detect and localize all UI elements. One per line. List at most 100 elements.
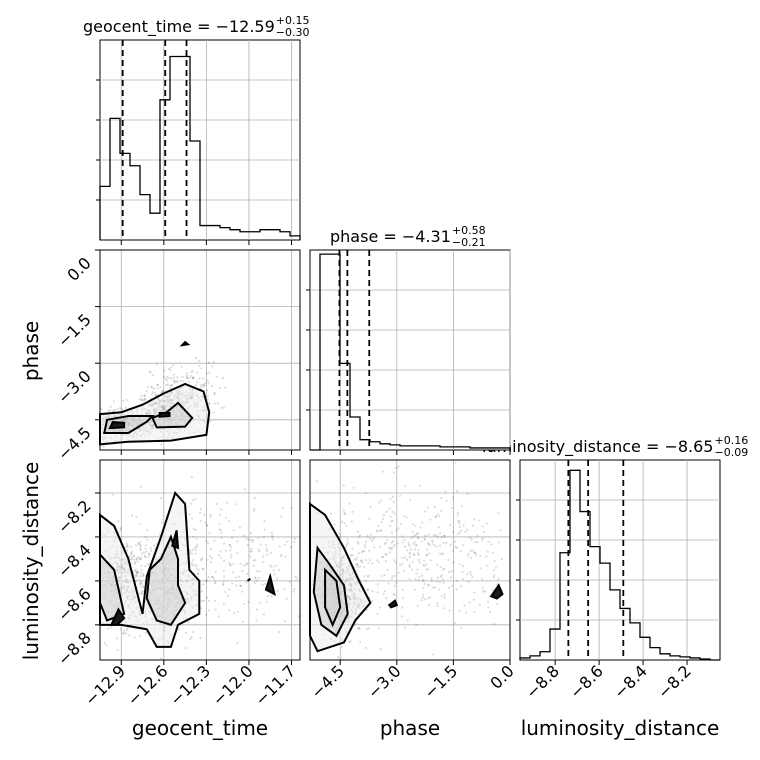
scatter-luminosity-distance-vs-phase-point	[344, 545, 348, 548]
scatter-luminosity-distance-vs-geocent-time-point	[135, 571, 139, 574]
scatter-luminosity-distance-vs-geocent-time-point	[231, 582, 234, 585]
scatter-phase-vs-geocent-time-point	[173, 376, 176, 379]
scatter-luminosity-distance-vs-phase-point	[364, 492, 367, 495]
scatter-luminosity-distance-vs-geocent-time-point	[142, 574, 145, 578]
scatter-luminosity-distance-vs-phase-point	[403, 569, 406, 572]
scatter-luminosity-distance-vs-geocent-time-point	[139, 557, 142, 561]
scatter-luminosity-distance-vs-phase-point	[455, 490, 459, 493]
scatter-luminosity-distance-vs-geocent-time-point	[257, 536, 260, 539]
scatter-luminosity-distance-vs-phase-point	[412, 523, 415, 526]
scatter-phase-vs-geocent-time-point	[169, 368, 172, 372]
scatter-luminosity-distance-vs-phase-point	[416, 552, 420, 555]
scatter-luminosity-distance-vs-phase-point	[392, 545, 395, 548]
scatter-luminosity-distance-vs-geocent-time-point	[134, 576, 137, 579]
scatter-luminosity-distance-vs-geocent-time-point	[209, 561, 213, 564]
scatter-luminosity-distance-vs-phase-point	[435, 545, 438, 548]
scatter-phase-vs-geocent-time-point	[206, 379, 209, 382]
scatter-luminosity-distance-vs-phase-point	[434, 515, 437, 519]
scatter-luminosity-distance-vs-phase-point	[449, 543, 452, 546]
scatter-luminosity-distance-vs-geocent-time-point	[196, 543, 199, 546]
scatter-phase-vs-geocent-time-point	[109, 405, 112, 408]
scatter-luminosity-distance-vs-phase-point	[393, 584, 396, 587]
scatter-luminosity-distance-vs-geocent-time-point	[274, 564, 277, 568]
scatter-luminosity-distance-vs-geocent-time-point	[232, 562, 235, 565]
scatter-luminosity-distance-vs-phase-point	[414, 524, 417, 528]
scatter-luminosity-distance-vs-phase-point	[438, 588, 441, 591]
scatter-luminosity-distance-vs-phase-point	[401, 541, 405, 544]
scatter-luminosity-distance-vs-geocent-time-point	[128, 555, 132, 558]
title-phase-plus: +0.58	[452, 224, 486, 237]
scatter-phase-vs-geocent-time-point	[221, 377, 225, 380]
scatter-phase-vs-geocent-time-point	[211, 365, 214, 368]
scatter-luminosity-distance-vs-geocent-time-point	[214, 571, 217, 574]
scatter-luminosity-distance-vs-phase-point	[405, 516, 408, 519]
scatter-luminosity-distance-vs-phase-point	[382, 592, 385, 596]
scatter-luminosity-distance-vs-phase-point	[333, 523, 336, 526]
scatter-luminosity-distance-vs-phase-point	[393, 543, 396, 546]
scatter-luminosity-distance-vs-geocent-time-point	[145, 550, 148, 553]
scatter-luminosity-distance-vs-geocent-time-point	[205, 524, 209, 527]
scatter-luminosity-distance-vs-geocent-time-point	[265, 543, 268, 547]
scatter-luminosity-distance-vs-geocent-time-point	[271, 535, 274, 538]
scatter-luminosity-distance-vs-geocent-time-contour-3	[109, 607, 126, 626]
scatter-luminosity-distance-vs-geocent-time-point	[219, 513, 222, 516]
scatter-luminosity-distance-vs-geocent-time-point	[117, 520, 120, 523]
scatter-phase-vs-geocent-time-point	[150, 393, 154, 396]
scatter-luminosity-distance-vs-geocent-time-point	[238, 526, 242, 529]
scatter-luminosity-distance-vs-phase-point	[381, 517, 385, 520]
scatter-luminosity-distance-vs-phase-point	[476, 534, 479, 537]
scatter-luminosity-distance-vs-phase-point	[422, 578, 425, 581]
scatter-luminosity-distance-vs-geocent-time-point	[265, 549, 269, 553]
scatter-luminosity-distance-vs-geocent-time-point	[200, 559, 203, 562]
scatter-phase-vs-geocent-time-point	[190, 370, 193, 374]
scatter-luminosity-distance-vs-phase-point	[417, 558, 420, 562]
scatter-luminosity-distance-vs-phase-point	[455, 546, 459, 549]
scatter-luminosity-distance-vs-phase-point	[442, 541, 445, 545]
scatter-luminosity-distance-vs-geocent-time-point	[250, 538, 253, 541]
scatter-phase-vs-geocent-time-point	[179, 380, 182, 383]
scatter-luminosity-distance-vs-geocent-time-contour-4	[171, 530, 180, 550]
scatter-luminosity-distance-vs-phase-point	[401, 606, 404, 609]
scatter-luminosity-distance-vs-phase-point	[475, 553, 478, 557]
scatter-luminosity-distance-vs-phase-point	[452, 496, 455, 499]
scatter-luminosity-distance-vs-geocent-time-point	[293, 540, 296, 544]
scatter-phase-vs-geocent-time-point	[142, 399, 145, 402]
scatter-luminosity-distance-vs-geocent-time-point	[147, 556, 150, 559]
scatter-phase-vs-geocent-time-point	[172, 373, 175, 376]
scatter-luminosity-distance-vs-phase-point	[460, 626, 463, 630]
scatter-luminosity-distance-vs-geocent-time	[99, 459, 301, 661]
scatter-phase-vs-geocent-time-point	[143, 394, 147, 397]
scatter-luminosity-distance-vs-geocent-time-point	[159, 497, 163, 500]
title-phase: phase = −4.31 +0.58−0.21	[330, 224, 486, 249]
scatter-luminosity-distance-vs-geocent-time-point	[135, 515, 138, 519]
scatter-phase-vs-geocent-time-point	[156, 387, 159, 390]
scatter-luminosity-distance-vs-geocent-time-point	[144, 631, 147, 634]
scatter-luminosity-distance-vs-phase-point	[454, 462, 457, 465]
scatter-phase-vs-geocent-time-point	[109, 409, 112, 412]
scatter-luminosity-distance-vs-phase-point	[392, 593, 395, 596]
scatter-luminosity-distance-vs-phase-point	[482, 530, 485, 534]
scatter-luminosity-distance-vs-geocent-time-point	[293, 587, 296, 591]
scatter-luminosity-distance-vs-geocent-time-point	[130, 552, 133, 555]
scatter-phase-vs-geocent-time-point	[169, 385, 172, 388]
scatter-luminosity-distance-vs-phase-point	[437, 526, 441, 529]
scatter-luminosity-distance-vs-geocent-time-point	[254, 576, 257, 579]
scatter-phase-vs-geocent-time-point	[153, 391, 157, 394]
scatter-luminosity-distance-vs-phase-point	[370, 533, 373, 536]
scatter-luminosity-distance-vs-geocent-time-point	[233, 611, 236, 615]
scatter-luminosity-distance-vs-phase-point	[493, 622, 496, 625]
scatter-phase-vs-geocent-time-point	[185, 376, 188, 379]
scatter-luminosity-distance-vs-geocent-time-point	[144, 547, 147, 550]
scatter-phase-vs-geocent-time-point	[176, 381, 179, 384]
scatter-phase-vs-geocent-time-point	[196, 381, 199, 384]
scatter-luminosity-distance-vs-phase-point	[352, 486, 355, 489]
scatter-luminosity-distance-vs-geocent-time-point	[215, 502, 219, 506]
scatter-luminosity-distance-vs-geocent-time-point	[231, 571, 235, 574]
scatter-luminosity-distance-vs-geocent-time-point	[247, 538, 250, 541]
scatter-luminosity-distance-vs-geocent-time-point	[236, 610, 239, 614]
scatter-phase-vs-geocent-time-point	[171, 384, 174, 387]
scatter-luminosity-distance-vs-phase-point	[497, 512, 500, 515]
scatter-luminosity-distance-vs-geocent-time-point	[124, 546, 127, 549]
scatter-luminosity-distance-vs-geocent-time-point	[122, 632, 126, 635]
